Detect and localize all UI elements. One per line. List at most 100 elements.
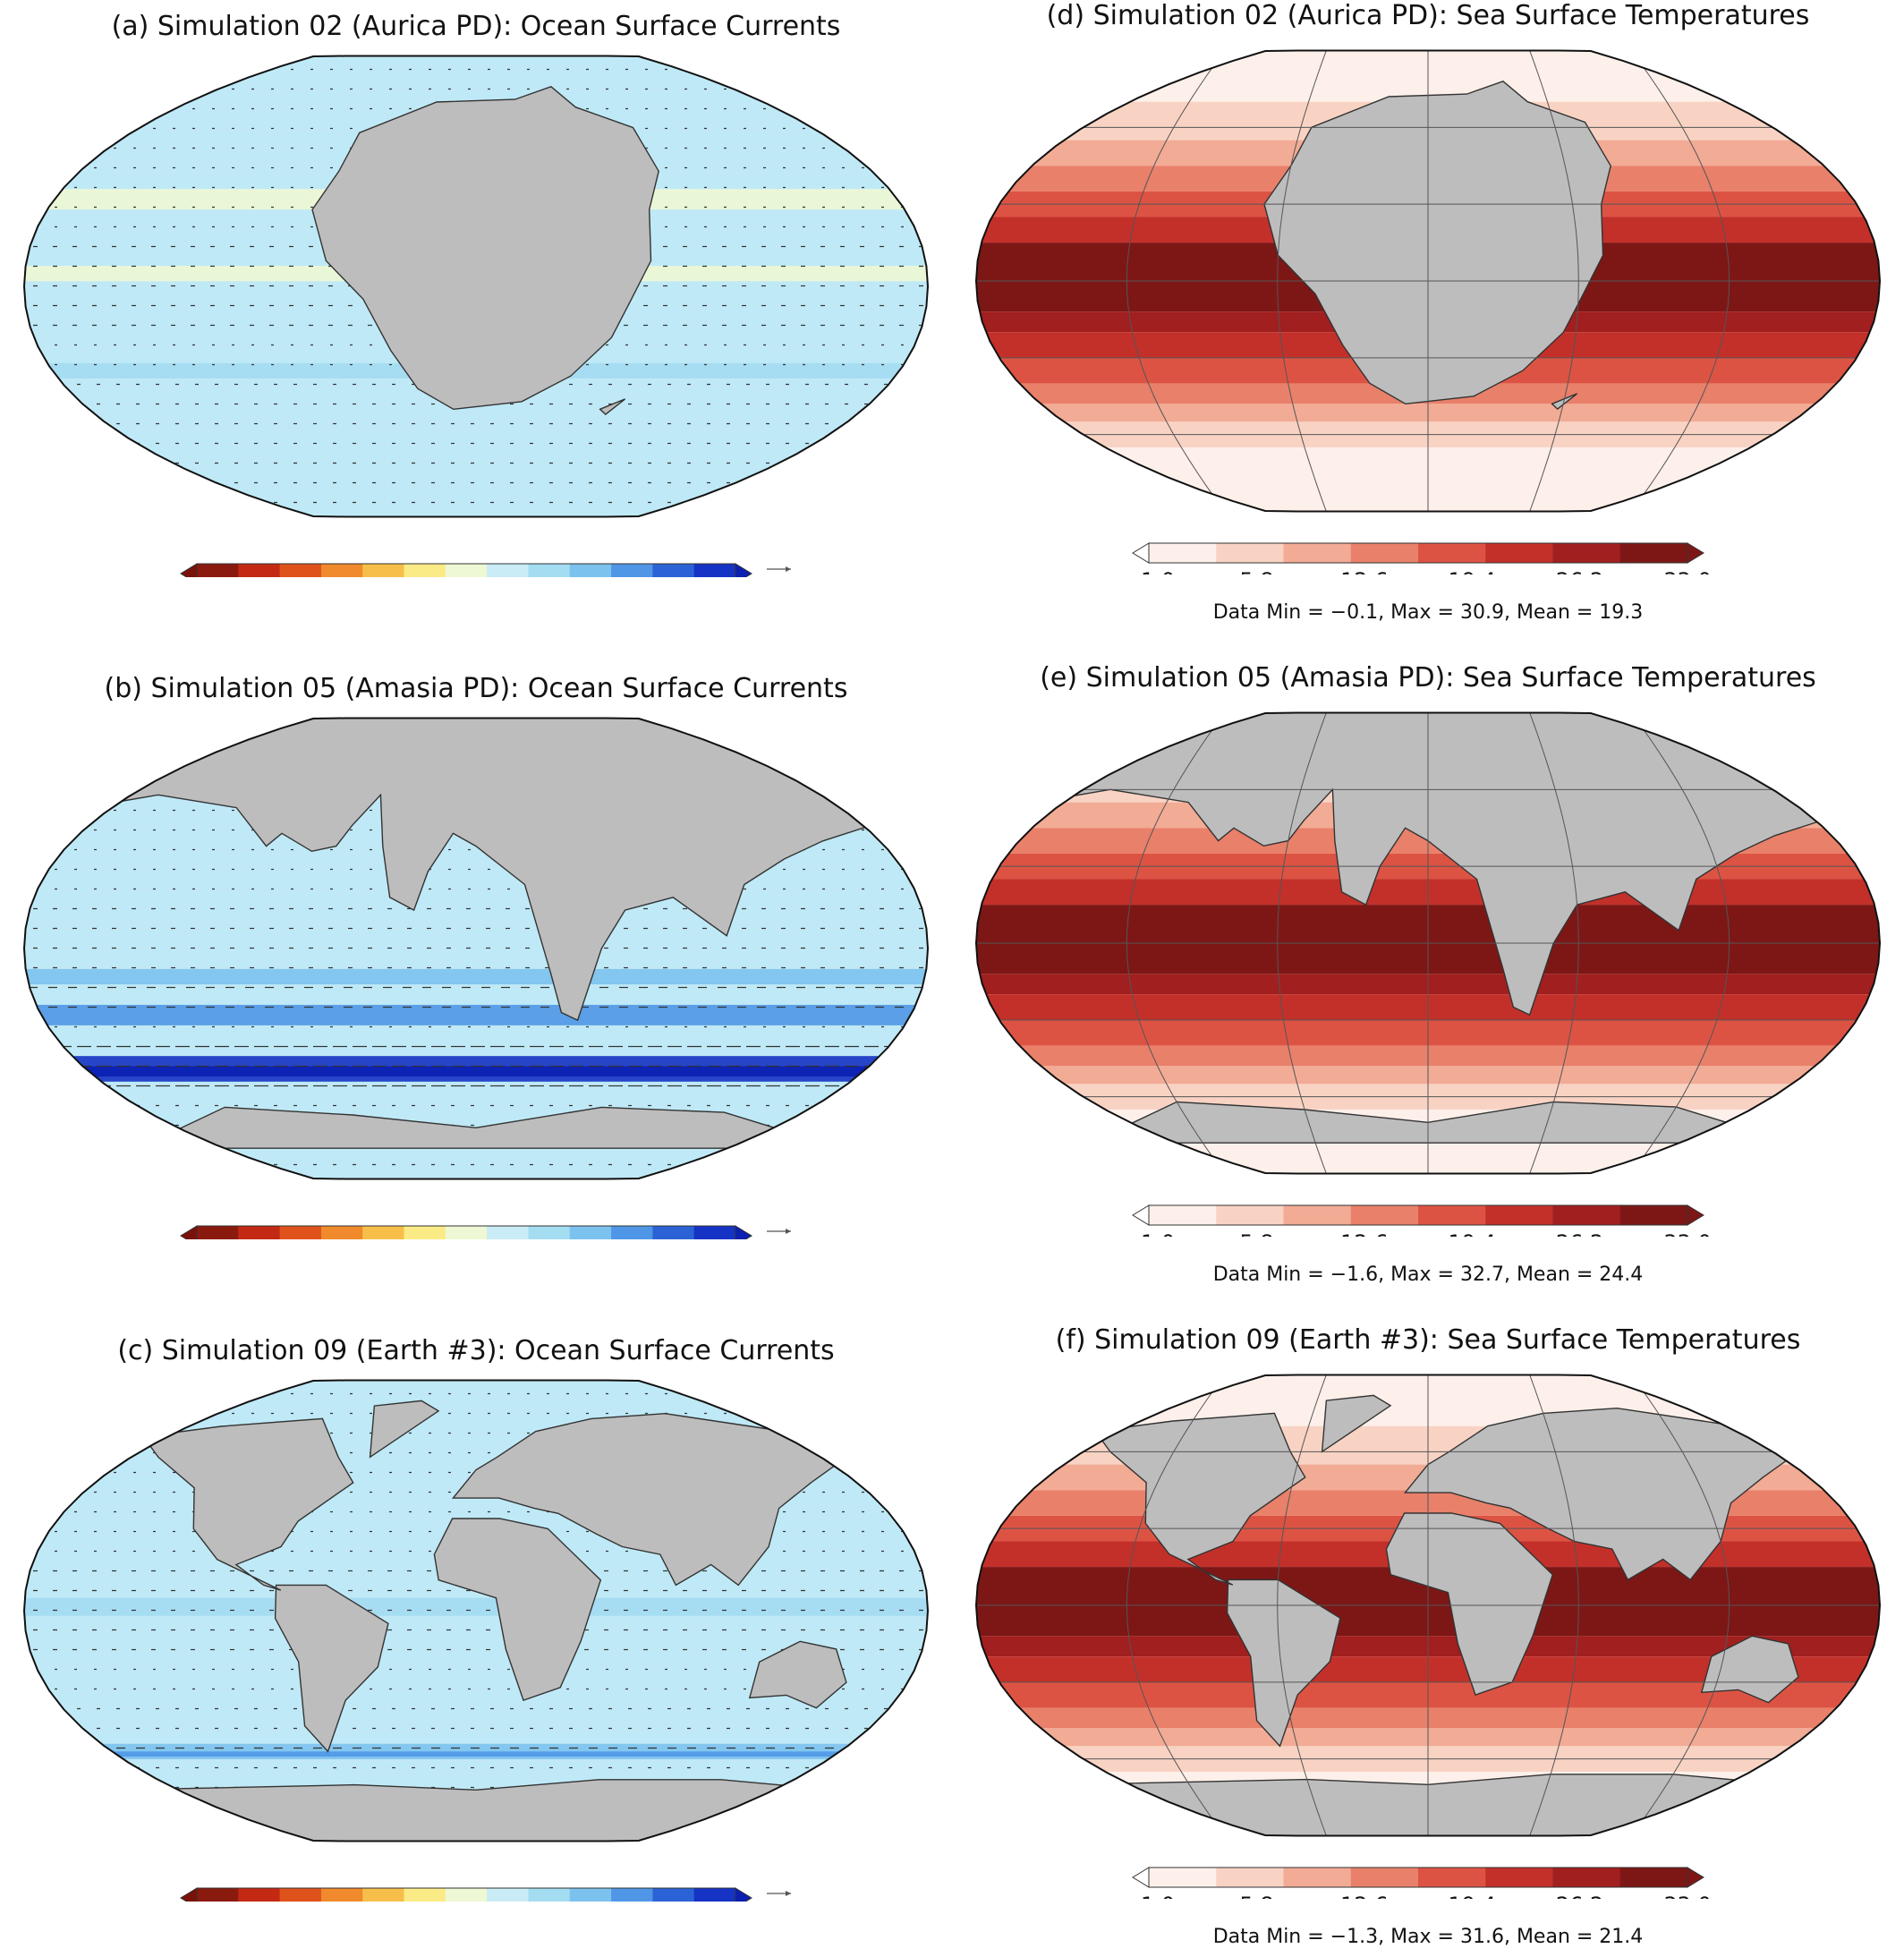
colorbar-tick-label: 19.4 [1448,1230,1495,1237]
reference-vector-head [786,1229,791,1234]
colorbar-swatch [445,1888,488,1902]
landmass [116,1400,848,1842]
panel-e: (e) Simulation 05 (Amasia PD): Sea Surfa… [952,662,1904,1306]
colorbar-tick-label: 33.0 [1663,1893,1711,1899]
colorbar-swatch [1552,1205,1621,1225]
colorbar-swatch [404,1888,446,1902]
panel-title: (e) Simulation 05 (Amasia PD): Sea Surfa… [1040,662,1816,693]
colorbar-over-triangle [1687,1867,1704,1888]
panel-title: (d) Simulation 02 (Aurica PD): Sea Surfa… [1046,0,1810,31]
colorbar-over-triangle [735,1887,752,1902]
panel-d: (d) Simulation 02 (Aurica PD): Sea Surfa… [952,0,1904,644]
panel-title: (c) Simulation 09 (Earth #3): Ocean Surf… [117,1335,835,1366]
colorbar-swatch [1216,1868,1284,1887]
current-band [24,1597,928,1616]
colorbar-swatch [1552,1868,1621,1887]
current-band [24,1743,928,1759]
colorbar-swatch [693,1888,736,1902]
colorbar-swatch [1485,1205,1553,1225]
colorbar: −1.0 5.8 12.6 19.4 26.2 33.0 [1123,542,1712,574]
colorbar-swatch [279,1226,322,1239]
panel-b: (b) Simulation 05 (Amasia PD): Ocean Sur… [0,662,952,1289]
panel-c: (c) Simulation 09 (Earth #3): Ocean Surf… [0,1324,952,1951]
colorbar-frame [1148,542,1688,564]
colorbar-swatch [569,1888,612,1902]
colorbar-swatch [569,564,612,577]
panel-title: (a) Simulation 02 (Aurica PD): Ocean Sur… [111,11,841,42]
colorbar-under-triangle [1132,542,1150,564]
colorbar-tick-label: −1.0 [1123,568,1175,574]
colorbar-swatch [1418,1205,1486,1225]
colorbar-swatch [1485,1868,1553,1887]
colorbar-swatch [197,1226,239,1239]
graticule [976,712,1880,1174]
colorbar-swatch [320,1226,363,1239]
colorbar-swatch [445,564,488,577]
colorbar-tick-label: 26.2 [1556,1230,1603,1237]
colorbar-swatch [445,1226,488,1239]
data-stats: Data Min = −1.6, Max = 32.7, Mean = 24.4 [1212,1264,1644,1286]
current-band [24,1751,928,1757]
colorbar-swatch [569,1226,612,1239]
map-outline [974,49,1882,513]
colorbar-frame [196,1887,736,1902]
map-outline [22,1379,930,1842]
colorbar-under-triangle [180,1887,198,1902]
colorbar-swatch [1283,1205,1352,1225]
colorbar-tick-label: 33.0 [1663,568,1711,574]
colorbar-tick-label: 12.6 [1340,1230,1388,1237]
colorbar-swatch [279,1888,322,1902]
colorbar-swatch [1283,1868,1352,1887]
data-stats: Data Min = −0.1, Max = 30.9, Mean = 19.3 [1212,601,1644,624]
map-sst-aurica: −1.0 5.8 12.6 19.4 26.2 33.0 [974,49,1882,574]
colorbar-swatch [238,564,281,577]
map-outline [974,1374,1882,1837]
colorbar-tick-label: −1.0 [1123,1893,1175,1899]
panel-title: (b) Simulation 05 (Amasia PD): Ocean Sur… [104,673,848,704]
colorbar-swatch [652,1226,695,1239]
map-sst-earth: −1.0 5.8 12.6 19.4 26.2 33.0 [974,1374,1882,1899]
colorbar-swatch [693,564,736,577]
colorbar-swatch [652,1888,695,1902]
colorbar-swatch [652,564,695,577]
colorbar-tick-label: 12.6 [1340,568,1388,574]
colorbar-swatch [1149,1868,1217,1887]
colorbar-swatch [1283,543,1352,563]
colorbar-swatch [1619,1868,1688,1887]
colorbar-swatch [487,1888,529,1902]
colorbar-swatch [487,1226,529,1239]
colorbar-tick-label: 5.8 [1239,1230,1273,1237]
colorbar-swatch [1149,1205,1217,1225]
colorbar-swatch [1350,543,1419,563]
colorbar-under-triangle [1132,1204,1150,1226]
current-band [24,1066,928,1077]
colorbar: −1.0 5.8 12.6 19.4 26.2 33.0 [1123,1867,1712,1899]
colorbar: −1.0 5.8 12.6 19.4 26.2 33.0 [1123,1204,1712,1237]
map-currents-aurica: −50.0−30.0−10.010.030.050.040.0 [22,55,930,577]
colorbar-swatch [1485,543,1553,563]
colorbar-under-triangle [1132,1867,1150,1888]
colorbar-over-triangle [1687,542,1704,564]
colorbar-swatch [1619,1205,1688,1225]
colorbar-swatch [197,1888,239,1902]
colorbar-swatch [404,564,446,577]
colorbar-swatch [1350,1205,1419,1225]
colorbar-swatch [320,564,363,577]
colorbar-under-triangle [180,563,198,577]
colorbar-tick-label: 5.8 [1239,1893,1273,1899]
current-band [24,968,928,985]
colorbar-tick-label: −1.0 [1123,1230,1175,1237]
colorbar-swatch [197,564,239,577]
colorbar-frame [1148,1867,1688,1888]
colorbar-under-triangle [180,1225,198,1239]
colorbar-tick-label: 12.6 [1340,1893,1388,1899]
colorbar-swatch [362,1888,405,1902]
landmass [1068,1394,1800,1836]
colorbar-frame [196,563,736,577]
colorbar-swatch [1149,543,1217,563]
colorbar-swatch [279,564,322,577]
colorbar-swatch [404,1226,446,1239]
colorbar-swatch [611,1888,653,1902]
panel-f: (f) Simulation 09 (Earth #3): Sea Surfac… [952,1324,1904,1957]
map-outline [974,711,1882,1175]
